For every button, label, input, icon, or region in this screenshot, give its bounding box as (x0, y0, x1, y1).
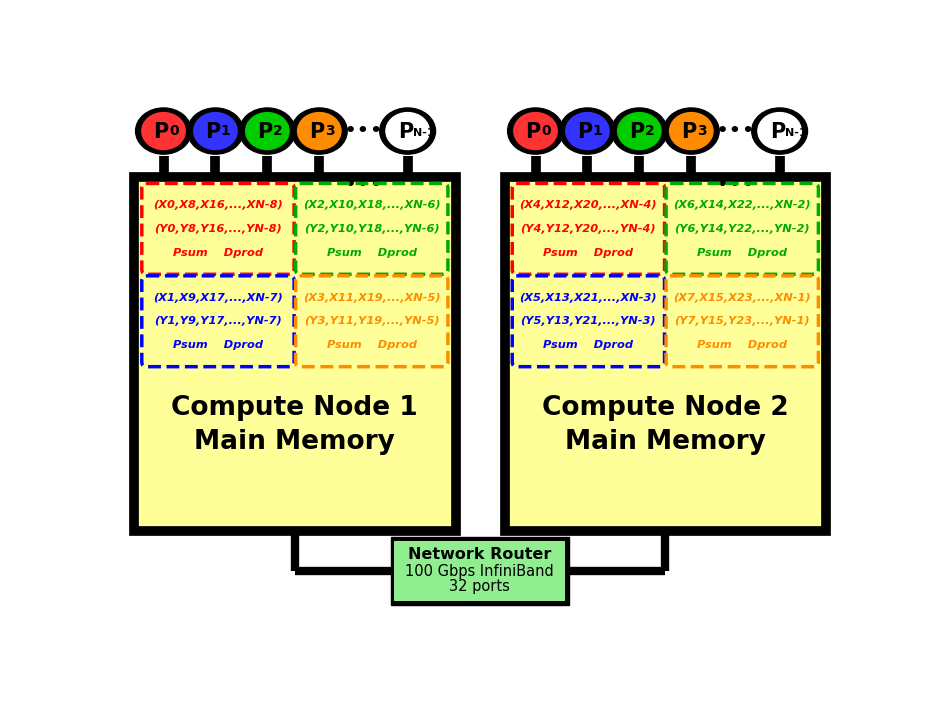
Text: •••: ••• (716, 175, 755, 195)
Ellipse shape (752, 108, 808, 154)
Ellipse shape (194, 112, 237, 150)
Text: (X6,X14,X22,...,XN-2): (X6,X14,X22,...,XN-2) (673, 200, 811, 210)
Text: Psum    Dprod: Psum Dprod (697, 248, 787, 258)
Text: (Y4,Y12,Y20,...,YN-4): (Y4,Y12,Y20,...,YN-4) (520, 224, 656, 234)
Ellipse shape (136, 108, 191, 154)
Text: P: P (769, 122, 785, 142)
FancyBboxPatch shape (390, 537, 569, 605)
Ellipse shape (514, 112, 557, 150)
Ellipse shape (565, 112, 609, 150)
Text: Psum    Dprod: Psum Dprod (544, 340, 634, 350)
Text: P: P (154, 122, 168, 142)
Text: Psum    Dprod: Psum Dprod (697, 340, 787, 350)
Text: Compute Node 1
Main Memory: Compute Node 1 Main Memory (171, 395, 418, 455)
Text: •••: ••• (716, 121, 755, 141)
Text: P: P (309, 122, 325, 142)
Ellipse shape (291, 108, 347, 154)
Text: 0: 0 (541, 124, 550, 138)
Ellipse shape (245, 112, 289, 150)
Text: 1: 1 (221, 124, 230, 138)
Text: (Y6,Y14,Y22,...,YN-2): (Y6,Y14,Y22,...,YN-2) (675, 224, 810, 234)
Text: P: P (629, 122, 645, 142)
Ellipse shape (141, 112, 185, 150)
Text: (X3,X11,X19,...,XN-5): (X3,X11,X19,...,XN-5) (303, 292, 441, 302)
Ellipse shape (669, 112, 713, 150)
Text: 3: 3 (696, 124, 707, 138)
Text: P: P (206, 122, 221, 142)
Ellipse shape (187, 108, 243, 154)
Text: Psum    Dprod: Psum Dprod (327, 340, 417, 350)
Text: Compute Node 2
Main Memory: Compute Node 2 Main Memory (542, 395, 789, 455)
Text: (Y5,Y13,Y21,...,YN-3): (Y5,Y13,Y21,...,YN-3) (520, 316, 656, 326)
Ellipse shape (758, 112, 801, 150)
Text: (Y2,Y10,Y18,...,YN-6): (Y2,Y10,Y18,...,YN-6) (304, 224, 440, 234)
Text: (X0,X8,X16,...,XN-8): (X0,X8,X16,...,XN-8) (154, 200, 283, 210)
Text: P: P (398, 122, 413, 142)
Ellipse shape (240, 108, 295, 154)
Ellipse shape (611, 108, 667, 154)
Text: Psum    Dprod: Psum Dprod (173, 248, 263, 258)
Text: (Y0,Y8,Y16,...,YN-8): (Y0,Y8,Y16,...,YN-8) (154, 224, 282, 234)
Text: N-1: N-1 (413, 128, 434, 138)
Text: 1: 1 (592, 124, 603, 138)
Ellipse shape (386, 112, 430, 150)
Text: Network Router: Network Router (408, 547, 551, 562)
Text: 100 Gbps InfiniBand: 100 Gbps InfiniBand (405, 564, 554, 579)
Ellipse shape (560, 108, 615, 154)
Text: (Y3,Y11,Y19,...,YN-5): (Y3,Y11,Y19,...,YN-5) (304, 316, 440, 326)
Text: (Y1,Y9,Y17,...,YN-7): (Y1,Y9,Y17,...,YN-7) (154, 316, 282, 326)
Text: P: P (681, 122, 696, 142)
Text: (X1,X9,X17,...,XN-7): (X1,X9,X17,...,XN-7) (154, 292, 283, 302)
Text: (X2,X10,X18,...,XN-6): (X2,X10,X18,...,XN-6) (303, 200, 441, 210)
Ellipse shape (380, 108, 435, 154)
Text: 32 ports: 32 ports (449, 580, 510, 595)
Text: •••: ••• (344, 175, 384, 195)
Ellipse shape (664, 108, 719, 154)
Text: •••: ••• (344, 121, 384, 141)
Text: 0: 0 (168, 124, 179, 138)
Text: P: P (578, 122, 592, 142)
Text: (Y7,Y15,Y23,...,YN-1): (Y7,Y15,Y23,...,YN-1) (675, 316, 810, 326)
Text: Psum    Dprod: Psum Dprod (327, 248, 417, 258)
FancyBboxPatch shape (394, 541, 565, 600)
Text: (X5,X13,X21,...,XN-3): (X5,X13,X21,...,XN-3) (519, 292, 657, 302)
Text: 2: 2 (645, 124, 654, 138)
Ellipse shape (507, 108, 563, 154)
FancyBboxPatch shape (134, 177, 456, 531)
FancyBboxPatch shape (505, 177, 826, 531)
Text: N-1: N-1 (785, 128, 807, 138)
Text: P: P (257, 122, 272, 142)
Text: (X4,X12,X20,...,XN-4): (X4,X12,X20,...,XN-4) (519, 200, 657, 210)
Text: Psum    Dprod: Psum Dprod (173, 340, 263, 350)
Text: 3: 3 (325, 124, 334, 138)
Text: (X7,X15,X23,...,XN-1): (X7,X15,X23,...,XN-1) (673, 292, 811, 302)
Text: Psum    Dprod: Psum Dprod (544, 248, 634, 258)
Ellipse shape (618, 112, 661, 150)
Text: 2: 2 (272, 124, 283, 138)
Ellipse shape (298, 112, 341, 150)
Text: P: P (525, 122, 541, 142)
